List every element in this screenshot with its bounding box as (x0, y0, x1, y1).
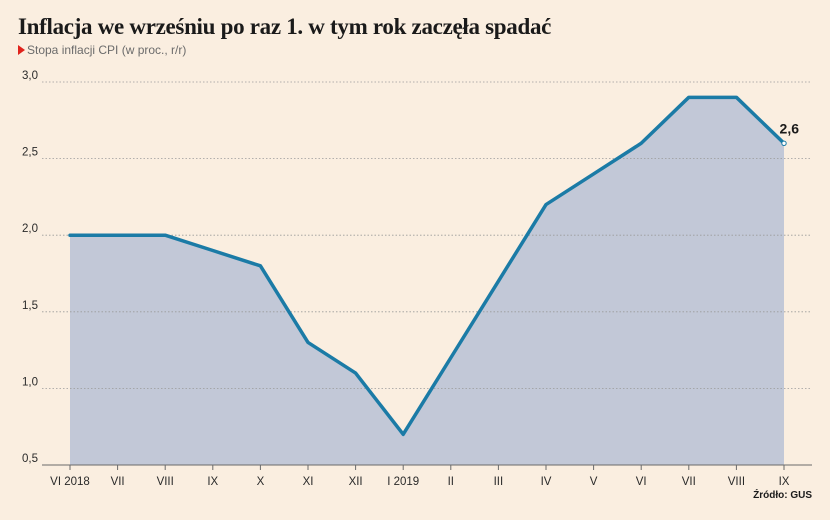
x-tick-label: VI (636, 476, 647, 488)
y-tick-label: 1,5 (22, 300, 38, 312)
source-label: Źródło: GUS (753, 488, 812, 501)
last-value-label: 2,6 (780, 120, 800, 136)
subtitle-text: Stopa inflacji CPI (w proc., r/r) (27, 43, 187, 57)
x-tick-label: IV (541, 476, 552, 488)
last-point-marker (781, 140, 787, 146)
chart-subtitle: Stopa inflacji CPI (w proc., r/r) (18, 43, 186, 57)
x-tick-label: IX (779, 476, 790, 488)
chart-title: Inflacja we wrześniu po raz 1. w tym rok… (18, 14, 552, 39)
x-tick-label: III (494, 476, 504, 488)
y-tick-label: 3,0 (22, 70, 38, 82)
x-tick-label: VI 2018 (50, 476, 90, 488)
series-line (68, 95, 786, 437)
x-tick-label: VII (682, 476, 696, 488)
y-tick-label: 2,0 (22, 223, 38, 235)
x-tick-label: IX (207, 476, 218, 488)
x-tick-label: XII (349, 476, 363, 488)
area-fill (70, 97, 784, 465)
x-tick-label: II (448, 476, 454, 488)
y-tick-label: 0,5 (22, 453, 38, 465)
x-tick-label: VIII (157, 476, 174, 488)
x-tick-label: V (590, 476, 598, 488)
x-tick-label: VIII (728, 476, 745, 488)
y-tick-label: 1,0 (22, 376, 38, 388)
x-tick-label: I 2019 (387, 476, 419, 488)
y-tick-label: 2,5 (22, 147, 38, 159)
x-tick-label: VII (111, 476, 125, 488)
x-tick-label: X (257, 476, 265, 488)
x-tick-label: XI (303, 476, 314, 488)
red-triangle-icon (18, 45, 25, 55)
